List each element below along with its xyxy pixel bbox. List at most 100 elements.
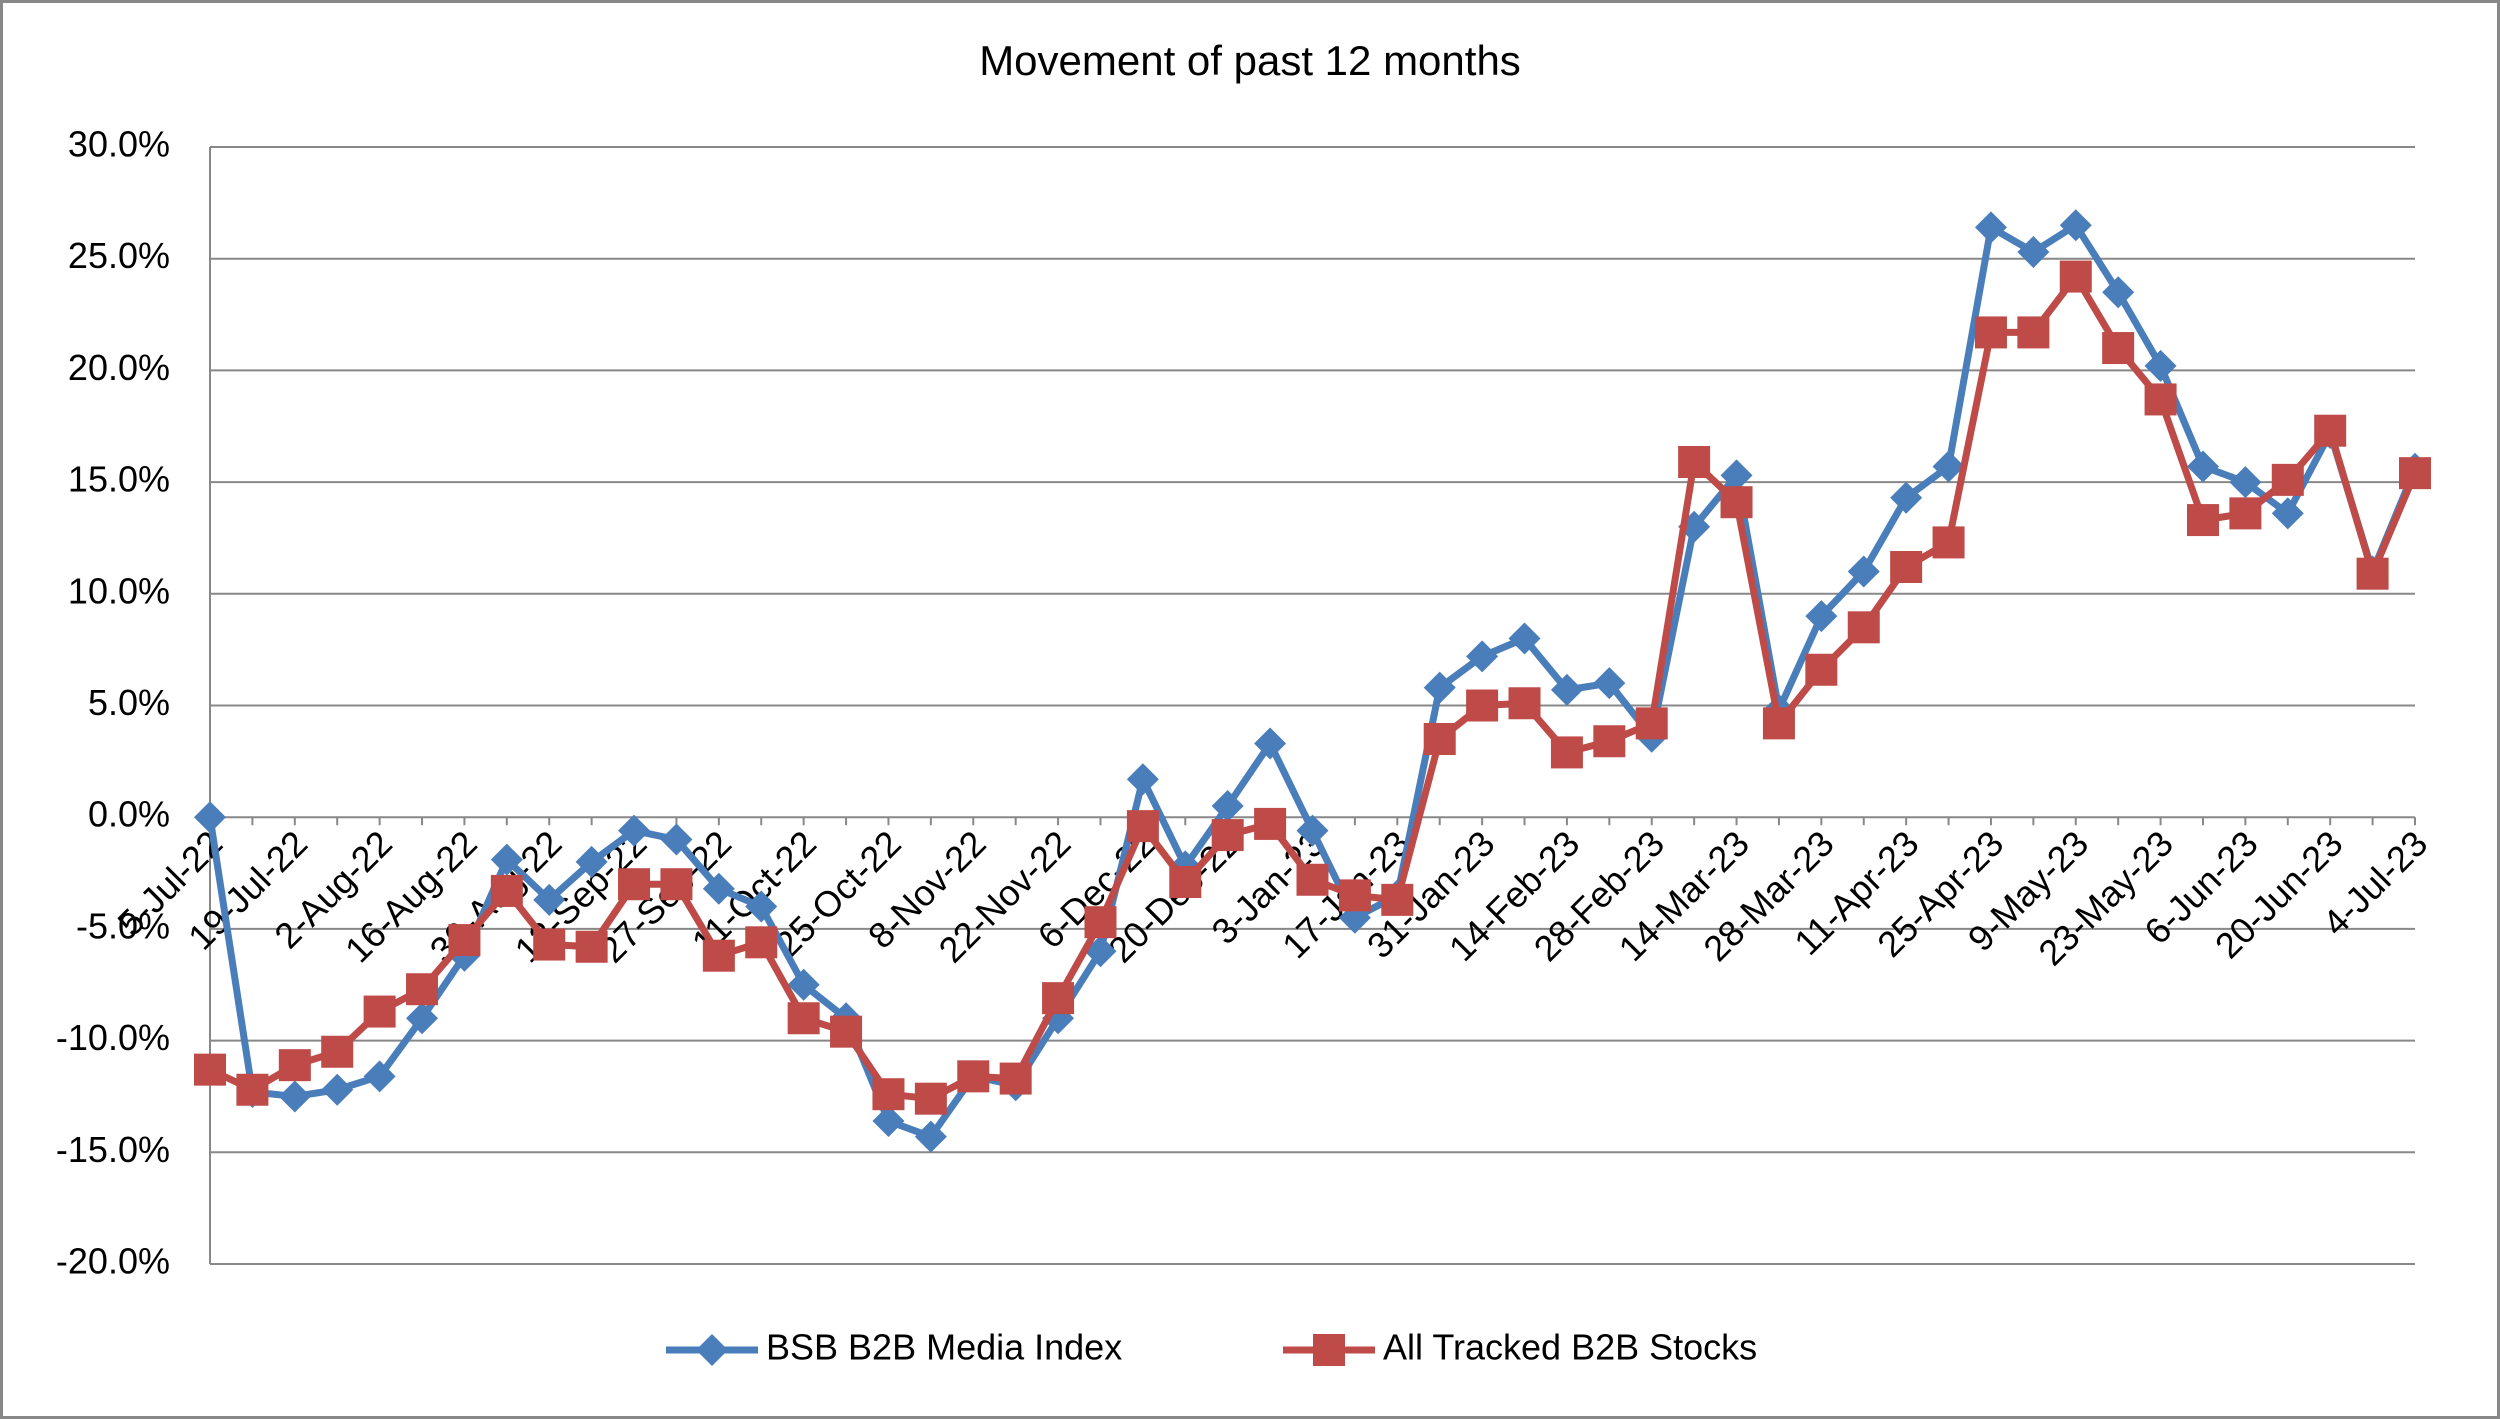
diamond-marker	[1296, 814, 1329, 847]
square-marker	[957, 1060, 990, 1093]
diamond-marker	[745, 890, 778, 923]
square-marker	[618, 868, 651, 901]
square-marker	[1550, 736, 1583, 769]
y-tick-label: 15.0%	[68, 459, 170, 500]
diamond-marker	[406, 1002, 439, 1035]
square-marker	[2271, 463, 2304, 496]
diamond-marker	[194, 801, 226, 834]
square-marker	[448, 924, 481, 957]
diamond-marker	[1593, 667, 1626, 700]
square-marker	[363, 995, 396, 1028]
square-marker	[2144, 383, 2177, 416]
diamond-marker	[2017, 235, 2050, 268]
square-marker	[236, 1073, 269, 1106]
square-marker	[2314, 414, 2347, 447]
diamond-marker	[1805, 600, 1838, 633]
diamond-marker	[363, 1060, 396, 1093]
square-marker	[830, 1015, 863, 1048]
square-marker	[1211, 819, 1244, 852]
square-marker	[1466, 689, 1499, 722]
diamond-marker	[1211, 790, 1244, 823]
y-tick-label: 0.0%	[88, 794, 170, 835]
square-marker	[1338, 879, 1371, 912]
diamond-marker	[660, 823, 693, 856]
diamond-marker	[787, 968, 820, 1001]
square-marker	[2229, 497, 2262, 530]
y-tick-label: 5.0%	[88, 682, 170, 723]
square-marker	[1296, 863, 1329, 896]
diamond-marker	[533, 883, 566, 916]
square-marker	[490, 874, 523, 907]
square-marker	[1126, 810, 1159, 843]
chart-title: Movement of past 12 months	[979, 37, 1521, 84]
legend-label: BSB B2B Media Index	[766, 1327, 1122, 1368]
square-marker	[2356, 557, 2389, 590]
legend-label: All Tracked B2B Stocks	[1383, 1327, 1757, 1368]
y-tick-label: -5.0%	[76, 905, 170, 946]
square-marker	[1254, 807, 1287, 840]
square-marker	[2399, 457, 2431, 490]
square-marker	[194, 1053, 226, 1086]
square-marker	[914, 1082, 947, 1115]
y-tick-label: 30.0%	[68, 124, 170, 165]
square-marker	[1635, 707, 1668, 740]
diamond-marker	[618, 814, 651, 847]
y-tick-label: -20.0%	[56, 1241, 170, 1282]
diamond-marker	[1126, 763, 1159, 796]
diamond-marker	[575, 845, 608, 878]
square-marker	[2186, 504, 2219, 537]
square-marker	[406, 973, 439, 1006]
square-marker	[321, 1035, 354, 1068]
diamond-marker	[914, 1120, 947, 1153]
diamond-marker	[2144, 349, 2177, 382]
square-marker	[1762, 707, 1795, 740]
diamond-marker	[1466, 640, 1499, 673]
square-marker	[1169, 865, 1202, 898]
square-marker	[2017, 316, 2050, 349]
diamond-marker	[1890, 481, 1923, 514]
square-marker	[1720, 486, 1753, 519]
y-tick-label: 20.0%	[68, 347, 170, 388]
legend-marker	[1313, 1334, 1345, 1366]
diamond-marker	[2102, 276, 2135, 309]
square-marker	[2102, 332, 2135, 365]
diamond-marker	[1974, 211, 2007, 244]
diamond-marker	[2271, 497, 2304, 530]
diamond-marker	[1423, 671, 1456, 704]
square-marker	[1084, 906, 1117, 939]
square-marker	[1932, 526, 1965, 559]
y-tick-label: 10.0%	[68, 570, 170, 611]
square-marker	[1593, 725, 1626, 758]
square-marker	[1847, 611, 1880, 644]
diamond-marker	[702, 872, 735, 905]
diamond-marker	[2229, 466, 2262, 499]
square-marker	[1042, 982, 1075, 1015]
diamond-marker	[2059, 209, 2092, 242]
square-marker	[1381, 883, 1414, 916]
square-marker	[1805, 653, 1838, 686]
square-marker	[1678, 445, 1711, 478]
diamond-marker	[2186, 450, 2219, 483]
square-marker	[278, 1049, 311, 1082]
diamond-marker	[490, 843, 523, 876]
square-marker	[1974, 316, 2007, 349]
y-tick-label: -15.0%	[56, 1129, 170, 1170]
square-marker	[575, 930, 608, 963]
square-marker	[533, 928, 566, 961]
diamond-marker	[278, 1080, 311, 1113]
diamond-marker	[1847, 555, 1880, 588]
diamond-marker	[1550, 673, 1583, 706]
square-marker	[1890, 550, 1923, 583]
y-tick-label: -10.0%	[56, 1017, 170, 1058]
legend-marker	[696, 1334, 728, 1366]
square-marker	[1423, 723, 1456, 756]
diamond-marker	[1720, 459, 1753, 492]
square-marker	[999, 1062, 1032, 1095]
diamond-marker	[1254, 727, 1287, 760]
diamond-marker	[1932, 450, 1965, 483]
square-marker	[660, 868, 693, 901]
square-marker	[787, 1002, 820, 1035]
